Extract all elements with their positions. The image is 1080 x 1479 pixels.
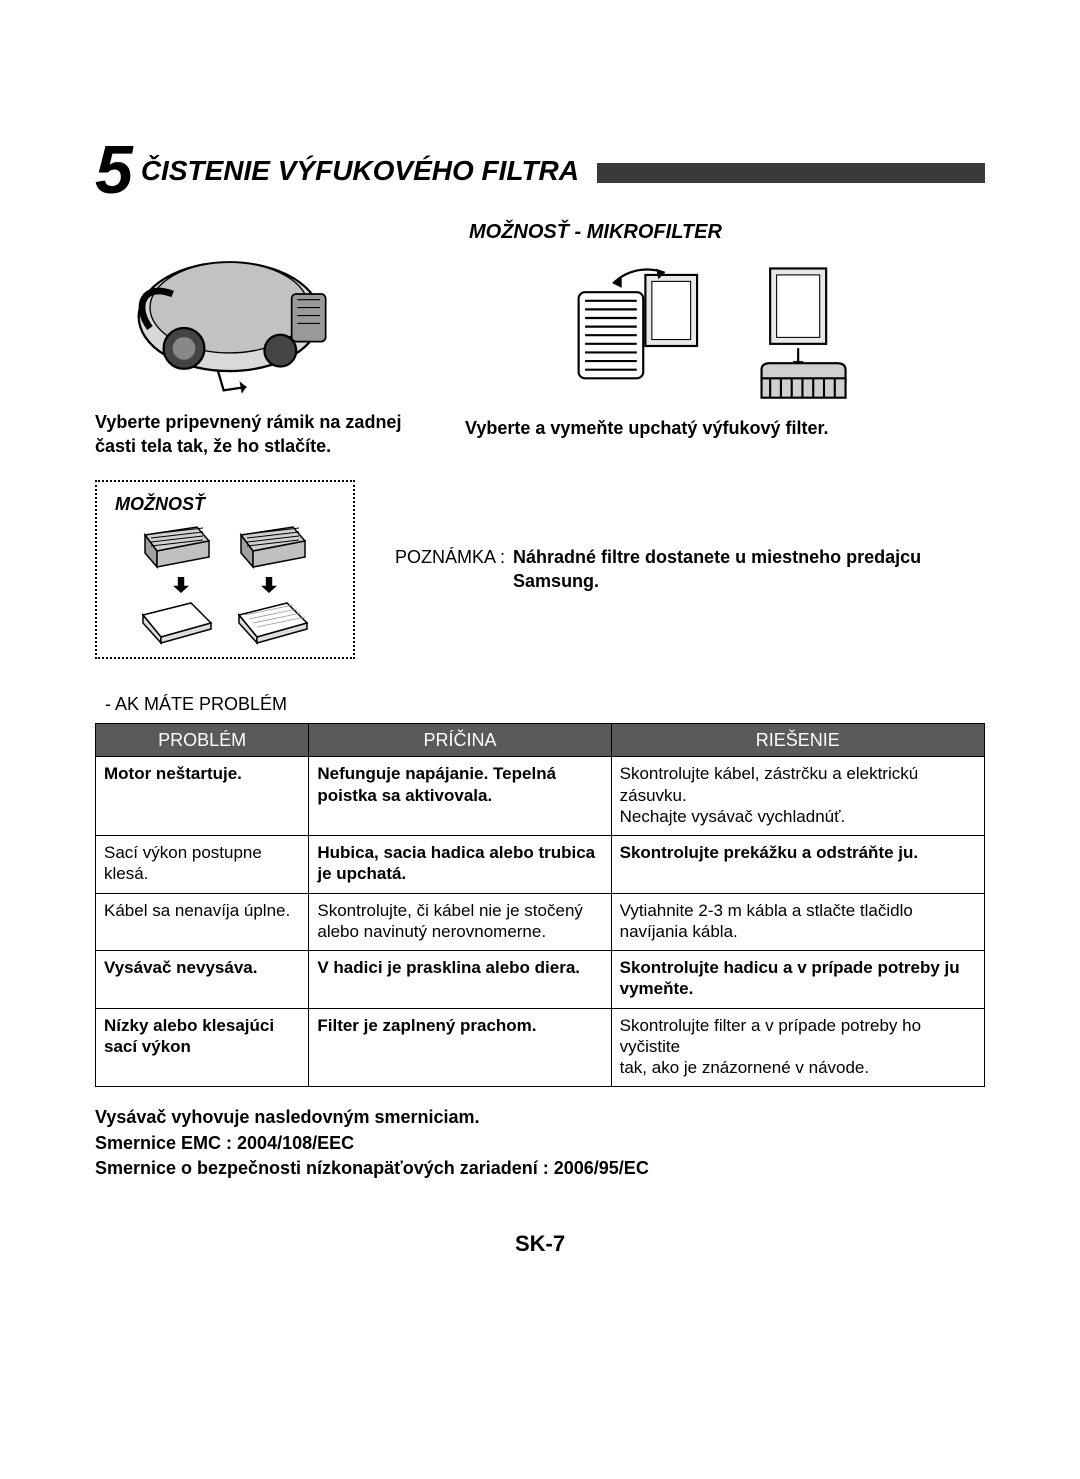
table-cell: Skontrolujte hadicu a v prípade potreby …: [611, 951, 984, 1009]
arrows-row: [173, 577, 277, 593]
table-cell: V hadici je prasklina alebo diera.: [309, 951, 611, 1009]
section-title: ČISTENIE VÝFUKOVÉHO FILTRA: [141, 155, 579, 187]
col-right: MOŽNOSŤ - MIKROFILTER: [465, 221, 985, 440]
note: POZNÁMKA : Náhradné filtre dostanete u m…: [395, 545, 985, 594]
table-row: Nízky alebo klesajúci sací výkonFilter j…: [96, 1008, 985, 1087]
filter-flat-icon: [137, 597, 217, 645]
problem-heading: - AK MÁTE PROBLÉM: [105, 694, 985, 715]
table-cell: Skontrolujte kábel, zástrčku a elektrick…: [611, 757, 984, 836]
th-solution: RIEŠENIE: [611, 723, 984, 757]
compliance-block: Vysávač vyhovuje nasledovným smerniciam.…: [95, 1105, 985, 1181]
table-cell: Nefunguje napájanie. Tepelná poistka sa …: [309, 757, 611, 836]
note-text: Náhradné filtre dostanete u miestneho pr…: [513, 545, 985, 594]
troubleshooting-table: PROBLÉM PRÍČINA RIEŠENIE Motor neštartuj…: [95, 723, 985, 1088]
section-header: 5 ČISTENIE VÝFUKOVÉHO FILTRA: [95, 140, 985, 201]
microfilter-illustration: [465, 254, 985, 409]
arrow-down-icon: [173, 577, 189, 593]
table-cell: Vysávač nevysáva.: [96, 951, 309, 1009]
arrow-down-icon: [261, 577, 277, 593]
compliance-line: Vysávač vyhovuje nasledovným smerniciam.: [95, 1105, 985, 1130]
header-bar: [597, 163, 985, 183]
th-problem: PROBLÉM: [96, 723, 309, 757]
table-header-row: PROBLÉM PRÍČINA RIEŠENIE: [96, 723, 985, 757]
filters-top-row: [137, 523, 313, 573]
table-cell: Skontrolujte filter a v prípade potreby …: [611, 1008, 984, 1087]
table-row: Sací výkon postupne klesá.Hubica, sacia …: [96, 836, 985, 894]
table-row: Vysávač nevysáva.V hadici je prasklina a…: [96, 951, 985, 1009]
filters-bottom-row: [137, 597, 313, 645]
table-cell: Kábel sa nenavíja úplne.: [96, 893, 309, 951]
filter-icon: [137, 523, 217, 573]
table-row: Motor neštartuje.Nefunguje napájanie. Te…: [96, 757, 985, 836]
table-cell: Motor neštartuje.: [96, 757, 309, 836]
compliance-line: Smernice EMC : 2004/108/EEC: [95, 1131, 985, 1156]
col-left: Vyberte pripevnený rámik na zadnej časti…: [95, 221, 415, 458]
table-cell: Sací výkon postupne klesá.: [96, 836, 309, 894]
section-number: 5: [95, 140, 133, 201]
th-cause: PRÍČINA: [309, 723, 611, 757]
compliance-line: Smernice o bezpečnosti nízkonapäťových z…: [95, 1156, 985, 1181]
table-cell: Filter je zaplnený prachom.: [309, 1008, 611, 1087]
filters-wrap: [115, 523, 335, 645]
page-number: SK-7: [95, 1231, 985, 1257]
row-mid: MOŽNOSŤ: [95, 480, 985, 659]
left-caption: Vyberte pripevnený rámik na zadnej časti…: [95, 411, 415, 458]
filter-icon: [233, 523, 313, 573]
table-cell: Hubica, sacia hadica alebo trubica je up…: [309, 836, 611, 894]
table-cell: Skontrolujte, či kábel nie je stočený al…: [309, 893, 611, 951]
table-cell: Nízky alebo klesajúci sací výkon: [96, 1008, 309, 1087]
option-box-title: MOŽNOSŤ: [115, 494, 335, 515]
table-cell: Vytiahnite 2-3 m kábla a stlačte tlačidl…: [611, 893, 984, 951]
note-label: POZNÁMKA :: [395, 545, 505, 594]
microfilter-caption: Vyberte a vymeňte upchatý výfukový filte…: [465, 417, 985, 440]
microfilter-title: MOŽNOSŤ - MIKROFILTER: [465, 221, 985, 244]
filter-flat-icon: [233, 597, 313, 645]
option-box: MOŽNOSŤ: [95, 480, 355, 659]
table-cell: Skontrolujte prekážku a odstráňte ju.: [611, 836, 984, 894]
row-top: Vyberte pripevnený rámik na zadnej časti…: [95, 221, 985, 458]
table-row: Kábel sa nenavíja úplne.Skontrolujte, či…: [96, 893, 985, 951]
vacuum-illustration: [95, 221, 375, 401]
